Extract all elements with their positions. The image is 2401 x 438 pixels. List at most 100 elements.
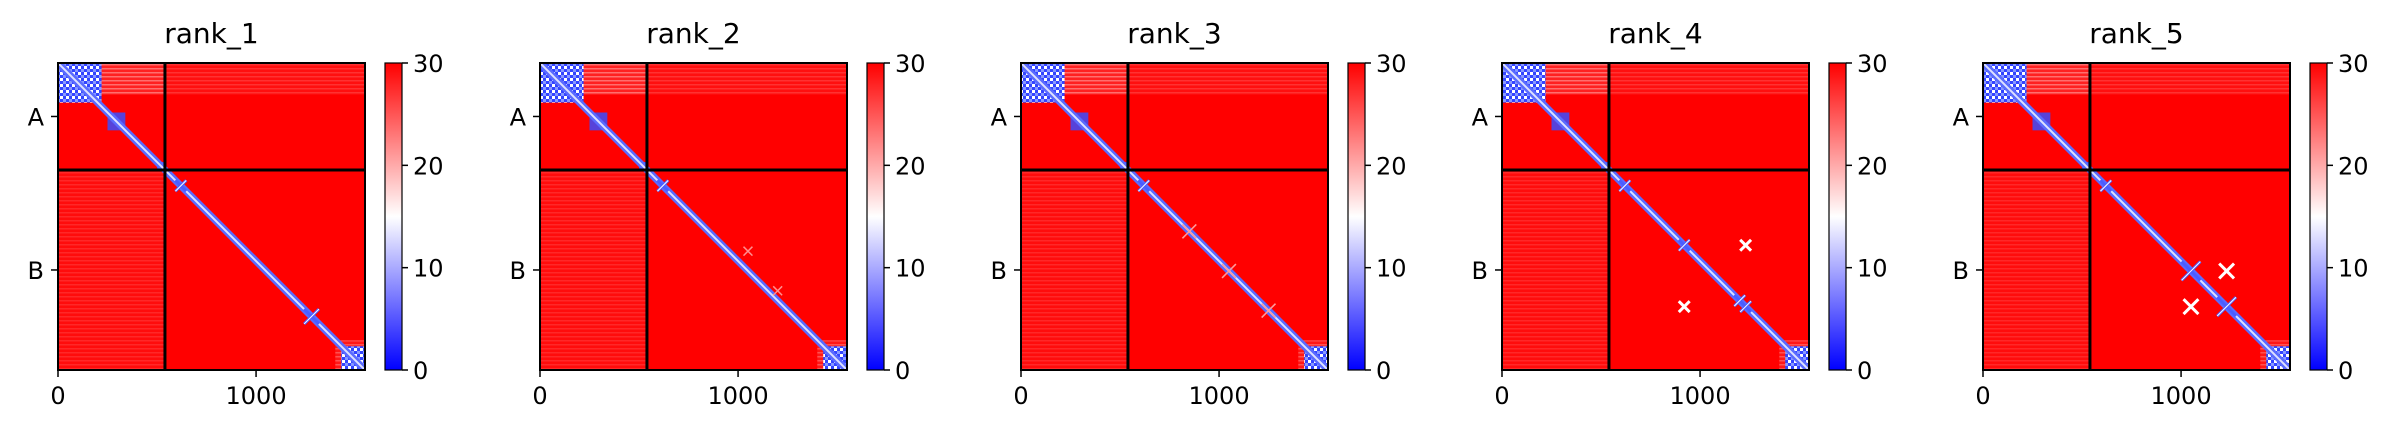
colorbar-tick-label: 0: [2338, 357, 2353, 385]
colorbar: [384, 62, 403, 371]
panel-rank_3: rank_3 A B 0 1000 0 10 20 30: [991, 17, 1407, 410]
colorbar-tick-label: 10: [1857, 255, 1888, 283]
axes-frame: [539, 62, 848, 371]
colorbar-tick-label: 20: [1376, 152, 1407, 180]
cross-core: [1137, 179, 1150, 192]
cross-core: [2181, 261, 2201, 281]
colorbar-tick-label: 30: [1857, 50, 1888, 78]
cross-core: [1618, 179, 1631, 192]
chainB-A-stripes: [1502, 169, 1609, 370]
colorbar-tick-label: 0: [1857, 357, 1872, 385]
cross-core: [2099, 179, 2112, 192]
diagonal-core: [1502, 63, 1809, 370]
y-tick-label: A: [28, 103, 45, 131]
cross-core: [1739, 300, 1752, 313]
y-tick-label: B: [991, 257, 1007, 285]
y-tick-label: B: [1953, 257, 1969, 285]
offdiag-blob: [1739, 238, 1753, 252]
panel-title: rank_5: [2089, 17, 2183, 50]
colorbar-tick-label: 30: [413, 50, 444, 78]
heatmap: [540, 63, 847, 370]
cross-core: [303, 308, 320, 325]
colorbar-tick-label: 10: [1376, 255, 1407, 283]
axes-frame: [1982, 62, 2291, 371]
offdiag-blob: [772, 285, 783, 296]
chainA-B-stripes: [1127, 63, 1328, 95]
panel-title: rank_4: [1608, 17, 1702, 50]
y-tick-label: A: [991, 103, 1008, 131]
axes-frame: [1501, 62, 1810, 371]
colorbar-tick-label: 20: [413, 152, 444, 180]
diagonal-core: [1983, 63, 2290, 370]
colorbar-tick-label: 0: [413, 357, 428, 385]
offdiag-blob: [1677, 300, 1691, 314]
heatmap: [1983, 63, 2290, 370]
y-tick-label: A: [1472, 103, 1489, 131]
colorbar-tick-label: 10: [413, 255, 444, 283]
chainA-B-stripes: [646, 63, 847, 95]
colorbar-tick-label: 0: [1376, 357, 1391, 385]
chainA-B-stripes: [164, 63, 365, 95]
colorbar: [866, 62, 885, 371]
x-tick-label: 1000: [708, 382, 769, 410]
cross-core: [656, 179, 669, 192]
chainB-A-stripes: [1021, 169, 1128, 370]
y-tick-label: B: [1472, 257, 1488, 285]
offdiag-blob: [2182, 298, 2200, 316]
y-tick-label: A: [1953, 103, 1970, 131]
colorbar-tick-label: 30: [895, 50, 926, 78]
colorbar: [1347, 62, 1366, 371]
panel-rank_2: rank_2 A B 0 1000 0 10 20 30: [510, 17, 926, 410]
cross-mark: [1221, 263, 1237, 279]
y-tick-label: B: [28, 257, 44, 285]
x-tick-label: 0: [50, 382, 65, 410]
cross-mark: [1261, 303, 1277, 319]
panel-title: rank_2: [646, 17, 740, 50]
colorbar-tick-label: 0: [895, 357, 910, 385]
cross-core: [1733, 294, 1746, 307]
heatmap: [1021, 63, 1328, 370]
chainB-A-stripes: [58, 169, 165, 370]
cross-core: [2216, 296, 2237, 317]
colorbar-tick-label: 10: [2338, 255, 2369, 283]
chainB-A-stripes: [1983, 169, 2090, 370]
colorbar: [1828, 62, 1847, 371]
x-tick-label: 0: [1975, 382, 1990, 410]
x-tick-label: 1000: [226, 382, 287, 410]
chainA-B-stripes: [2089, 63, 2290, 95]
panel-rank_1: rank_1 A B 0 1000 0 10 20 30: [28, 17, 444, 410]
axes-frame: [1020, 62, 1329, 371]
colorbar-tick-label: 30: [1376, 50, 1407, 78]
x-tick-label: 1000: [1189, 382, 1250, 410]
panel-title: rank_1: [164, 17, 258, 50]
panel-rank_5: rank_5 A B 0 1000 0 10 20 30: [1953, 17, 2369, 410]
x-tick-label: 0: [1013, 382, 1028, 410]
panel-title: rank_3: [1127, 17, 1221, 50]
colorbar: [2309, 62, 2328, 371]
x-tick-label: 0: [532, 382, 547, 410]
heatmap: [1502, 63, 1809, 370]
y-tick-label: A: [510, 103, 527, 131]
colorbar-tick-label: 20: [895, 152, 926, 180]
x-tick-label: 1000: [1670, 382, 1731, 410]
colorbar-tick-label: 20: [2338, 152, 2369, 180]
x-tick-label: 1000: [2151, 382, 2212, 410]
y-tick-label: B: [510, 257, 526, 285]
offdiag-blob: [742, 246, 753, 257]
x-tick-label: 0: [1494, 382, 1509, 410]
diagonal-core: [540, 63, 847, 370]
diagonal-core: [1021, 63, 1328, 370]
chainA-B-stripes: [1608, 63, 1809, 95]
heatmap: [58, 63, 365, 370]
colorbar-tick-label: 30: [2338, 50, 2369, 78]
cross-mark: [1181, 223, 1197, 239]
cross-core: [174, 179, 187, 192]
axes-frame: [57, 62, 366, 371]
chainB-A-stripes: [540, 169, 647, 370]
colorbar-tick-label: 20: [1857, 152, 1888, 180]
colorbar-tick-label: 10: [895, 255, 926, 283]
cross-core: [1678, 239, 1691, 252]
offdiag-blob: [2218, 262, 2236, 280]
panel-rank_4: rank_4 A B 0 1000 0 10 20 30: [1472, 17, 1888, 410]
